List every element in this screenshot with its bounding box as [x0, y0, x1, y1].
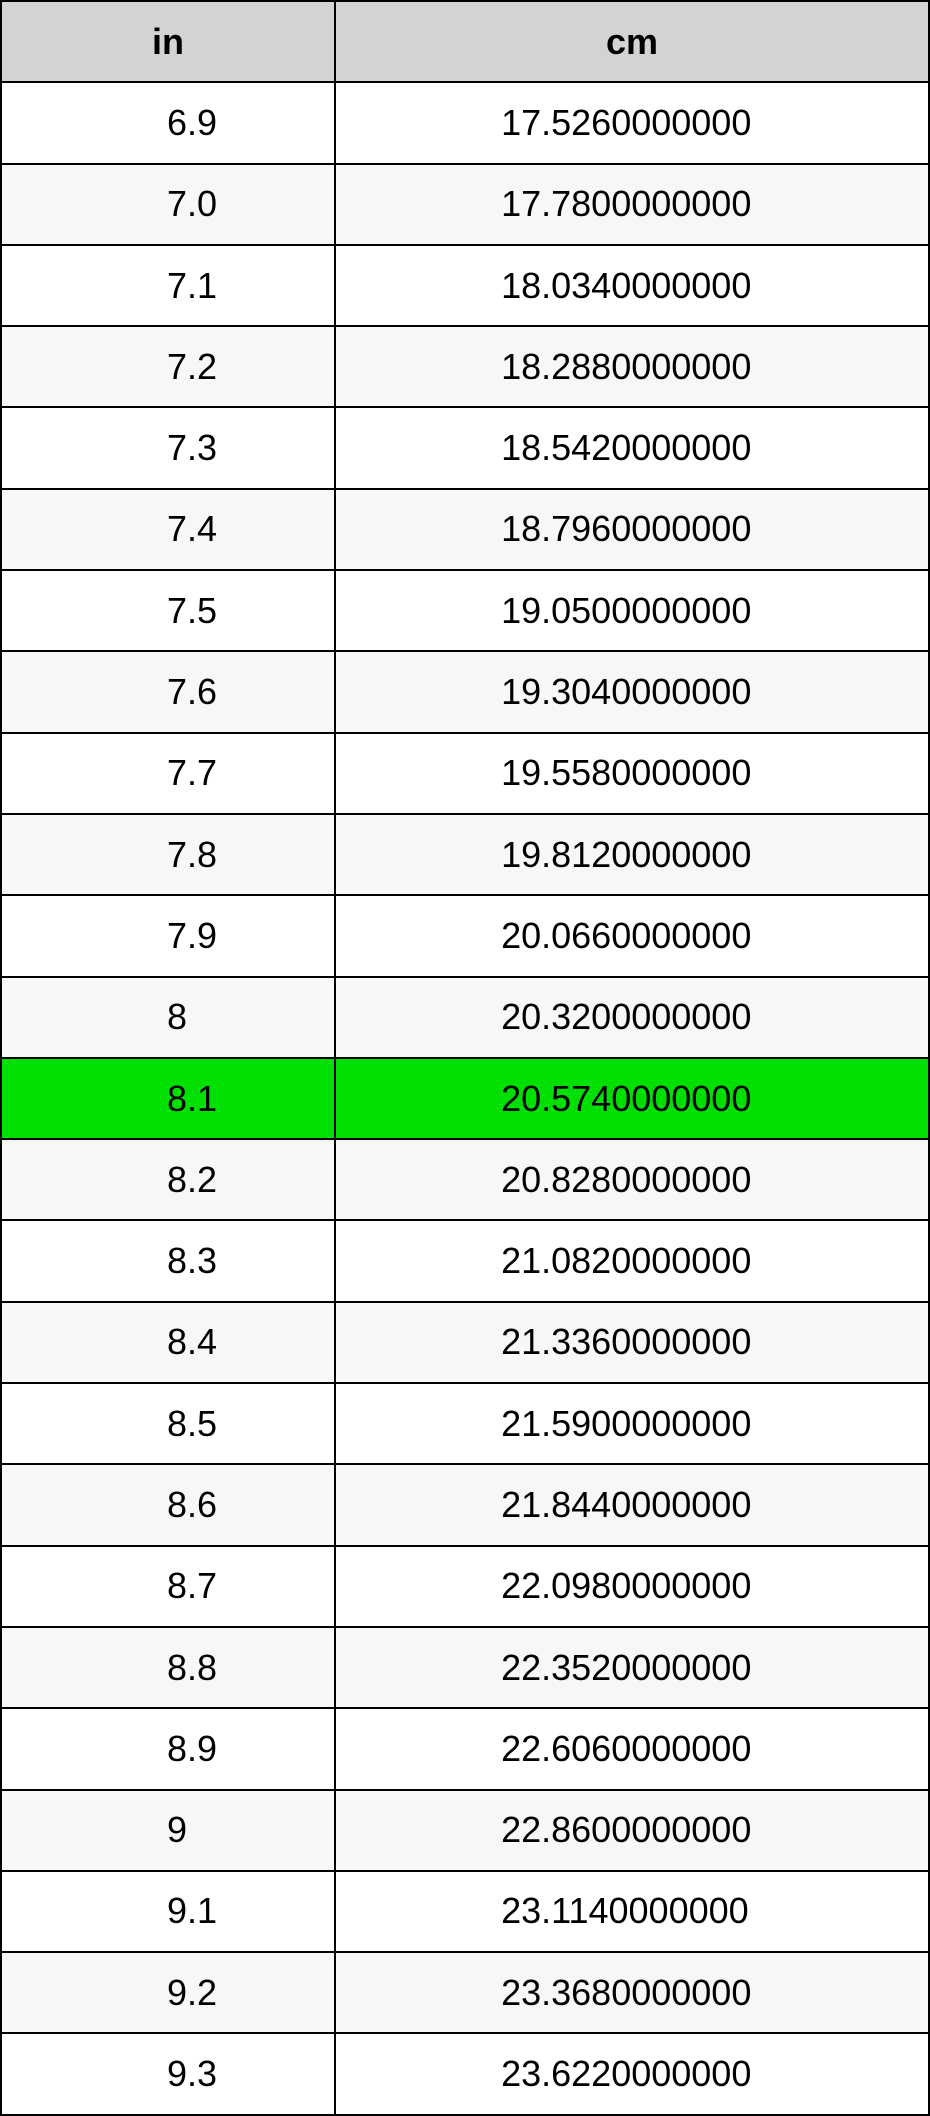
cell-cm: 20.0660000000: [335, 895, 929, 976]
cell-in: 7.8: [1, 814, 335, 895]
cell-cm: 17.5260000000: [335, 82, 929, 163]
table-row: 9.223.3680000000: [1, 1952, 929, 2033]
cell-cm: 19.3040000000: [335, 651, 929, 732]
table-row: 9.323.6220000000: [1, 2033, 929, 2114]
cell-in: 8.6: [1, 1464, 335, 1545]
table-row: 8.922.6060000000: [1, 1708, 929, 1789]
cell-in: 7.6: [1, 651, 335, 732]
cell-in: 7.0: [1, 164, 335, 245]
table-row: 9.123.1140000000: [1, 1871, 929, 1952]
cell-in: 8.3: [1, 1220, 335, 1301]
cell-in: 8.4: [1, 1302, 335, 1383]
table-row: 7.519.0500000000: [1, 570, 929, 651]
table-row: 7.318.5420000000: [1, 407, 929, 488]
cell-in: 9.2: [1, 1952, 335, 2033]
cell-in: 8.2: [1, 1139, 335, 1220]
cell-in: 8.8: [1, 1627, 335, 1708]
table-row: 7.017.7800000000: [1, 164, 929, 245]
table-row: 7.719.5580000000: [1, 733, 929, 814]
cell-in: 8.9: [1, 1708, 335, 1789]
table-row: 8.321.0820000000: [1, 1220, 929, 1301]
cell-cm: 20.3200000000: [335, 977, 929, 1058]
table-row: 8.521.5900000000: [1, 1383, 929, 1464]
cell-cm: 18.2880000000: [335, 326, 929, 407]
table-body: 6.917.52600000007.017.78000000007.118.03…: [1, 82, 929, 2114]
cell-cm: 23.3680000000: [335, 1952, 929, 2033]
table-row: 820.3200000000: [1, 977, 929, 1058]
table-row: 7.819.8120000000: [1, 814, 929, 895]
table-row: 8.621.8440000000: [1, 1464, 929, 1545]
cell-in: 8.7: [1, 1546, 335, 1627]
cell-cm: 22.8600000000: [335, 1790, 929, 1871]
cell-cm: 17.7800000000: [335, 164, 929, 245]
cell-cm: 23.1140000000: [335, 1871, 929, 1952]
cell-in: 9: [1, 1790, 335, 1871]
cell-cm: 19.8120000000: [335, 814, 929, 895]
cell-cm: 19.0500000000: [335, 570, 929, 651]
table-row: 7.619.3040000000: [1, 651, 929, 732]
table-row: 7.218.2880000000: [1, 326, 929, 407]
table-row: 8.220.8280000000: [1, 1139, 929, 1220]
table-row: 7.920.0660000000: [1, 895, 929, 976]
table-row: 7.418.7960000000: [1, 489, 929, 570]
cell-in: 7.4: [1, 489, 335, 570]
cell-cm: 18.0340000000: [335, 245, 929, 326]
cell-in: 8: [1, 977, 335, 1058]
cell-cm: 23.6220000000: [335, 2033, 929, 2114]
table-row: 8.120.5740000000: [1, 1058, 929, 1139]
cell-in: 7.3: [1, 407, 335, 488]
table-row: 8.421.3360000000: [1, 1302, 929, 1383]
table-row: 8.722.0980000000: [1, 1546, 929, 1627]
cell-cm: 21.3360000000: [335, 1302, 929, 1383]
table-header-row: in cm: [1, 1, 929, 82]
cell-in: 7.5: [1, 570, 335, 651]
conversion-table: in cm 6.917.52600000007.017.78000000007.…: [0, 0, 930, 2116]
cell-in: 7.9: [1, 895, 335, 976]
cell-in: 9.3: [1, 2033, 335, 2114]
cell-cm: 22.6060000000: [335, 1708, 929, 1789]
cell-in: 8.5: [1, 1383, 335, 1464]
cell-cm: 20.8280000000: [335, 1139, 929, 1220]
cell-in: 7.7: [1, 733, 335, 814]
table-row: 8.822.3520000000: [1, 1627, 929, 1708]
table-row: 7.118.0340000000: [1, 245, 929, 326]
table-row: 922.8600000000: [1, 1790, 929, 1871]
cell-cm: 19.5580000000: [335, 733, 929, 814]
header-cm: cm: [335, 1, 929, 82]
cell-cm: 20.5740000000: [335, 1058, 929, 1139]
cell-cm: 21.0820000000: [335, 1220, 929, 1301]
table-row: 6.917.5260000000: [1, 82, 929, 163]
cell-cm: 22.0980000000: [335, 1546, 929, 1627]
cell-in: 9.1: [1, 1871, 335, 1952]
cell-cm: 18.5420000000: [335, 407, 929, 488]
cell-in: 7.2: [1, 326, 335, 407]
cell-in: 6.9: [1, 82, 335, 163]
cell-in: 7.1: [1, 245, 335, 326]
cell-in: 8.1: [1, 1058, 335, 1139]
cell-cm: 21.8440000000: [335, 1464, 929, 1545]
header-in: in: [1, 1, 335, 82]
cell-cm: 21.5900000000: [335, 1383, 929, 1464]
cell-cm: 22.3520000000: [335, 1627, 929, 1708]
cell-cm: 18.7960000000: [335, 489, 929, 570]
